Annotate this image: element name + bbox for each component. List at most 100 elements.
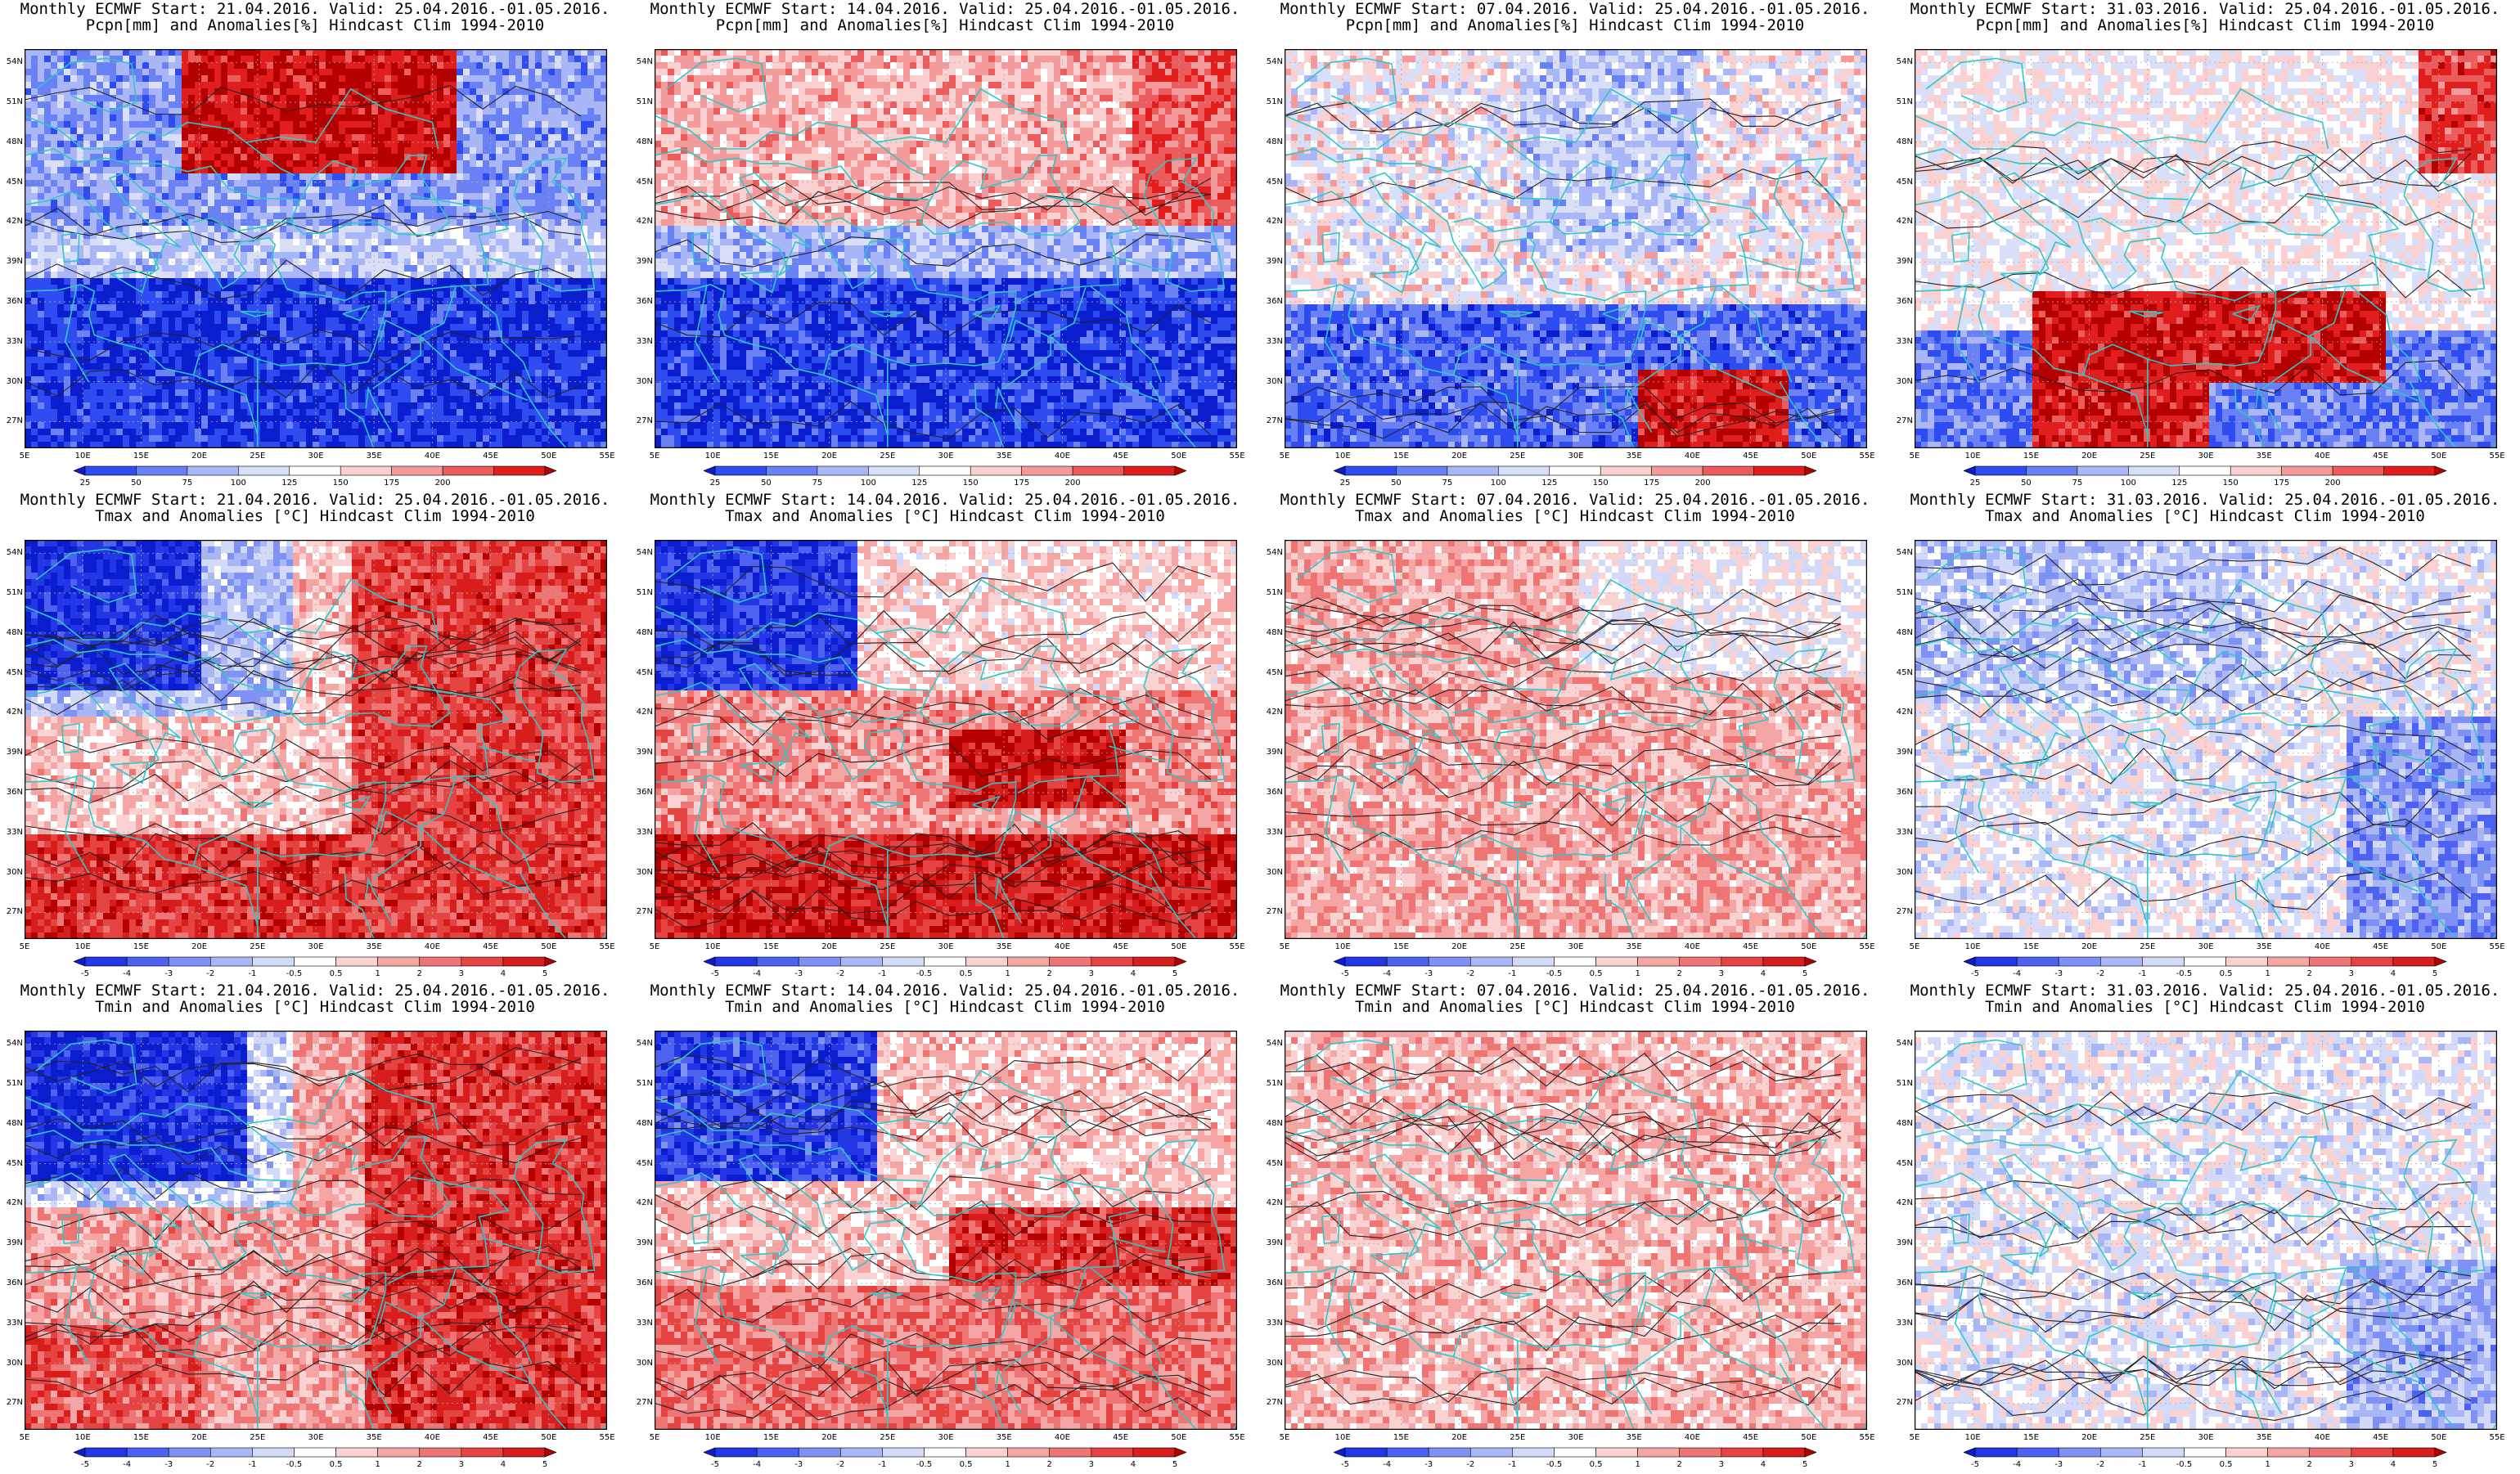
lat-label: 39N bbox=[632, 1238, 653, 1247]
colorbar-tick-label: 175 bbox=[2274, 479, 2289, 488]
colorbar-swatch bbox=[420, 957, 461, 966]
lat-label: 54N bbox=[1262, 1039, 1283, 1048]
lat-label: 42N bbox=[1892, 217, 1913, 226]
lon-label: 5E bbox=[1272, 1433, 1297, 1442]
lon-label: 25E bbox=[1505, 452, 1530, 461]
colorbar-swatch bbox=[840, 1448, 882, 1457]
panel-title-line2: Tmax and Anomalies [°C] Hindcast Clim 19… bbox=[630, 507, 1260, 525]
colorbar-swatch bbox=[1008, 1448, 1050, 1457]
lon-label: 50E bbox=[2427, 942, 2451, 951]
lat-label: 30N bbox=[2, 868, 23, 877]
lat-label: 48N bbox=[632, 137, 653, 146]
colorbar-swatch bbox=[966, 957, 1008, 966]
lat-label: 48N bbox=[1262, 1119, 1283, 1128]
lon-label: 50E bbox=[1797, 942, 1821, 951]
lon-label: 30E bbox=[934, 942, 958, 951]
lat-label: 42N bbox=[2, 217, 23, 226]
lat-label: 45N bbox=[1892, 1159, 1913, 1168]
colorbar-high-triangle bbox=[1175, 957, 1186, 966]
lon-label: 10E bbox=[1960, 452, 1985, 461]
lat-label: 39N bbox=[1892, 257, 1913, 266]
lat-label: 27N bbox=[632, 416, 653, 425]
anomaly-map bbox=[25, 49, 607, 448]
lat-label: 54N bbox=[1262, 57, 1283, 66]
colorbar-tick-label: 0.5 bbox=[330, 1460, 343, 1469]
forecast-panel: Monthly ECMWF Start: 21.04.2016. Valid: … bbox=[0, 491, 630, 982]
colorbar-swatch bbox=[2268, 957, 2310, 966]
colorbar-swatch bbox=[336, 1448, 378, 1457]
lon-label: 30E bbox=[304, 942, 328, 951]
colorbar-tick-label: 200 bbox=[435, 479, 451, 488]
lat-label: 33N bbox=[632, 337, 653, 346]
colorbar-tick-label: 5 bbox=[542, 1460, 547, 1469]
lat-label: 33N bbox=[1262, 828, 1283, 837]
colorbar-swatch bbox=[1596, 957, 1638, 966]
colorbar-tick-label: 75 bbox=[1442, 479, 1453, 488]
colorbar-tick-label: -2 bbox=[836, 969, 844, 978]
colorbar-tick-label: -4 bbox=[753, 1460, 761, 1469]
anomaly-map bbox=[25, 540, 607, 939]
map-svg bbox=[1915, 1031, 2497, 1430]
colorbar-swatch bbox=[461, 957, 503, 966]
colorbar-tick-label: 50 bbox=[2021, 479, 2032, 488]
colorbar-tick-label: 3 bbox=[2349, 1460, 2354, 1469]
colorbar-tick-label: 5 bbox=[1802, 969, 1807, 978]
lon-label: 20E bbox=[1447, 1433, 1472, 1442]
lon-label: 30E bbox=[934, 1433, 958, 1442]
colorbar-swatch bbox=[1975, 466, 2026, 475]
lat-label: 48N bbox=[1262, 628, 1283, 637]
lat-label: 45N bbox=[1892, 178, 1913, 186]
colorbar-tick-label: 0.5 bbox=[1590, 1460, 1603, 1469]
lat-label: 51N bbox=[1262, 1079, 1283, 1088]
lon-label: 45E bbox=[479, 942, 503, 951]
colorbar-swatch bbox=[85, 1448, 127, 1457]
lon-label: 40E bbox=[1680, 1433, 1704, 1442]
colorbar-swatch bbox=[1680, 957, 1721, 966]
colorbar-swatch bbox=[1345, 466, 1396, 475]
lon-label: 35E bbox=[992, 1433, 1016, 1442]
lon-label: 50E bbox=[537, 1433, 561, 1442]
lon-label: 40E bbox=[420, 1433, 444, 1442]
lon-label: 35E bbox=[992, 942, 1016, 951]
colorbar-swatch bbox=[494, 466, 545, 475]
lon-label: 30E bbox=[2194, 452, 2218, 461]
colorbar-swatch bbox=[1073, 466, 1123, 475]
colorbar-swatch bbox=[2393, 957, 2435, 966]
colorbar-tick-label: 3 bbox=[1719, 969, 1724, 978]
colorbar-high-triangle bbox=[1805, 957, 1816, 966]
anomaly-map bbox=[1285, 49, 1867, 448]
colorbar-swatch bbox=[1447, 466, 1498, 475]
colorbar-high-triangle bbox=[1175, 466, 1186, 475]
lat-label: 27N bbox=[1262, 1398, 1283, 1407]
lat-label: 39N bbox=[632, 748, 653, 757]
colorbar-swatch bbox=[503, 1448, 545, 1457]
lon-label: 20E bbox=[187, 942, 212, 951]
lat-label: 48N bbox=[1892, 137, 1913, 146]
colorbar-swatch bbox=[294, 1448, 335, 1457]
colorbar-swatch bbox=[1763, 1448, 1805, 1457]
panel-title-line1: Monthly ECMWF Start: 21.04.2016. Valid: … bbox=[0, 982, 630, 1000]
panel-title-line2: Tmin and Anomalies [°C] Hindcast Clim 19… bbox=[630, 998, 1260, 1016]
lon-label: 45E bbox=[1739, 452, 1763, 461]
forecast-panel: Monthly ECMWF Start: 21.04.2016. Valid: … bbox=[0, 982, 630, 1472]
colorbar-tick-label: -2 bbox=[2096, 969, 2104, 978]
forecast-panel: Monthly ECMWF Start: 07.04.2016. Valid: … bbox=[1260, 491, 1890, 982]
lon-label: 45E bbox=[1109, 942, 1133, 951]
lat-label: 48N bbox=[2, 628, 23, 637]
lon-label: 55E bbox=[2485, 942, 2509, 951]
colorbar-tick-label: 25 bbox=[80, 479, 91, 488]
lon-label: 10E bbox=[70, 942, 95, 951]
lon-label: 5E bbox=[1272, 452, 1297, 461]
colorbar-swatch bbox=[1050, 957, 1091, 966]
colorbar-tick-label: 2 bbox=[417, 1460, 422, 1469]
map-svg bbox=[1915, 49, 2497, 448]
lat-label: 36N bbox=[632, 1279, 653, 1288]
forecast-panel: Monthly ECMWF Start: 14.04.2016. Valid: … bbox=[630, 982, 1260, 1472]
lon-label: 35E bbox=[992, 452, 1016, 461]
colorbar-high-triangle bbox=[545, 957, 556, 966]
map-svg bbox=[655, 49, 1237, 448]
colorbar-swatch bbox=[169, 1448, 210, 1457]
colorbar-tick-label: -3 bbox=[794, 1460, 803, 1469]
colorbar-high-triangle bbox=[2435, 1448, 2446, 1457]
